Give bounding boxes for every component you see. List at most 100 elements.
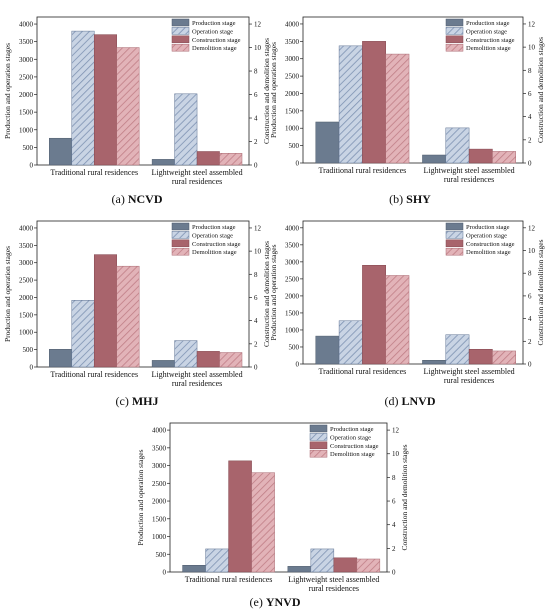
bar-operation-stage	[71, 30, 95, 166]
legend-swatch	[171, 247, 190, 256]
y-axis-label: Production and operation stages	[136, 449, 145, 545]
bar-operation-stage	[338, 45, 363, 164]
bar-operation-stage	[310, 548, 335, 573]
y-tick-label: 1500	[19, 109, 34, 117]
y-tick-label: 1000	[19, 329, 34, 337]
plot-frame	[302, 16, 524, 164]
bar-operation-stage	[338, 320, 363, 365]
legend-swatch	[445, 222, 464, 231]
legend-label: Production stage	[192, 20, 236, 27]
legend-label: Demolition stage	[466, 249, 511, 256]
y2-tick-label: 2	[528, 338, 532, 346]
y-tick-label: 500	[289, 142, 300, 150]
category-label: Lightweight steel assembled	[424, 166, 515, 175]
chart-panel-4: 0 500 1000 1500 2000 2500 3000 3500 4000 0 2 4 6 8 10 1…	[269, 220, 545, 408]
y2-tick-label: 0	[528, 160, 532, 168]
y-tick-label: 2000	[285, 292, 300, 300]
category-label: Lightweight steel assembled	[152, 168, 243, 177]
y-tick-label: 500	[289, 343, 300, 351]
legend-label: Construction stage	[330, 443, 379, 450]
category-label: Traditional rural residences	[50, 168, 138, 177]
y-tick-label: 2000	[19, 294, 34, 302]
legend-swatch	[445, 27, 464, 35]
legend-swatch	[171, 27, 190, 35]
y-tick-label: 1500	[19, 311, 34, 319]
chart-panel-1: 0 500 1000 1500 2000 2500 3000 3500 4000 0 2 4 6 8 10 1…	[3, 16, 271, 206]
bar-construction-stage	[362, 265, 386, 365]
bar-demolition-stage	[492, 350, 516, 365]
y-tick-label: 4000	[19, 224, 34, 232]
legend-swatch	[171, 18, 190, 27]
y-tick-label: 0	[296, 160, 300, 168]
bar-production-stage	[151, 159, 175, 166]
bar-demolition-stage	[116, 47, 140, 166]
bar-production-stage	[182, 565, 206, 573]
category-label: rural residences	[444, 376, 494, 385]
y2-tick-label: 8	[392, 474, 396, 482]
bar-operation-stage	[174, 340, 198, 368]
bar-operation-stage	[205, 548, 229, 573]
y2-tick-label: 0	[254, 364, 258, 372]
y2-tick-label: 2	[254, 138, 258, 146]
bar-construction-stage	[93, 254, 117, 368]
legend-swatch	[445, 18, 464, 27]
legend-label: Operation stage	[192, 232, 233, 239]
chart-panel-5: 0 500 1000 1500 2000 2500 3000 3500 4000 0 2 4 6 8 10 1…	[136, 422, 409, 609]
y2-tick-label: 12	[254, 224, 262, 232]
y-tick-label: 1500	[152, 515, 167, 523]
y-axis-label: Production and operation stages	[269, 244, 278, 340]
panel-caption-name: MHJ	[132, 394, 159, 408]
panel-caption-letter: (c)	[116, 394, 132, 408]
y-tick-label: 4000	[285, 20, 300, 28]
y2-tick-label: 4	[254, 317, 258, 325]
bar-demolition-stage	[116, 265, 140, 368]
panel-caption-letter: (d)	[384, 394, 401, 408]
category-label: Traditional rural residences	[50, 370, 138, 379]
panel-caption: (c) MHJ	[116, 394, 159, 408]
legend-label: Production stage	[330, 426, 374, 433]
bar-construction-stage	[468, 148, 493, 164]
legend-label: Demolition stage	[466, 45, 511, 52]
legend-label: Production stage	[192, 224, 236, 231]
y-tick-label: 3000	[19, 56, 34, 64]
y-tick-label: 0	[296, 361, 300, 369]
y2-tick-label: 4	[528, 113, 532, 121]
legend-swatch	[309, 433, 328, 441]
y2-tick-label: 4	[392, 521, 396, 529]
legend-swatch	[171, 43, 190, 52]
bar-demolition-stage	[492, 151, 516, 164]
plot-frame	[302, 220, 524, 365]
y-tick-label: 500	[156, 551, 167, 559]
y2-tick-label: 8	[254, 271, 258, 279]
y2-tick-label: 2	[528, 136, 532, 144]
y-axis-label: Production and operation stages	[3, 246, 12, 342]
bar-construction-stage	[93, 34, 117, 166]
chart-panel-3: 0 500 1000 1500 2000 2500 3000 3500 4000 0 2 4 6 8 10 1…	[3, 220, 271, 408]
panel-caption: (e) YNVD	[250, 595, 301, 609]
y-tick-label: 500	[23, 346, 34, 354]
bar-demolition-stage	[251, 472, 275, 573]
y2-tick-label: 2	[254, 340, 258, 348]
y-axis-label: Production and operation stages	[269, 42, 278, 138]
y2-tick-label: 8	[528, 67, 532, 75]
bar-construction-stage	[468, 348, 493, 365]
legend-label: Production stage	[466, 224, 510, 231]
legend-swatch	[309, 441, 328, 450]
legend-label: Demolition stage	[192, 45, 237, 52]
bar-construction-stage	[228, 460, 252, 573]
bar-production-stage	[49, 137, 73, 166]
y-tick-label: 1000	[152, 533, 167, 541]
y-tick-label: 2500	[19, 277, 34, 285]
y2-axis-label: Construction and demolition stages	[262, 38, 271, 144]
bar-operation-stage	[445, 127, 470, 164]
legend-swatch	[171, 35, 190, 44]
y-tick-label: 0	[30, 162, 34, 170]
category-label: Traditional rural residences	[319, 367, 407, 376]
y2-tick-label: 6	[254, 294, 258, 302]
legend-swatch	[171, 239, 190, 248]
bar-production-stage	[422, 154, 447, 164]
y2-tick-label: 12	[528, 224, 536, 232]
legend-label: Operation stage	[466, 232, 507, 239]
legend-label: Construction stage	[466, 241, 515, 248]
